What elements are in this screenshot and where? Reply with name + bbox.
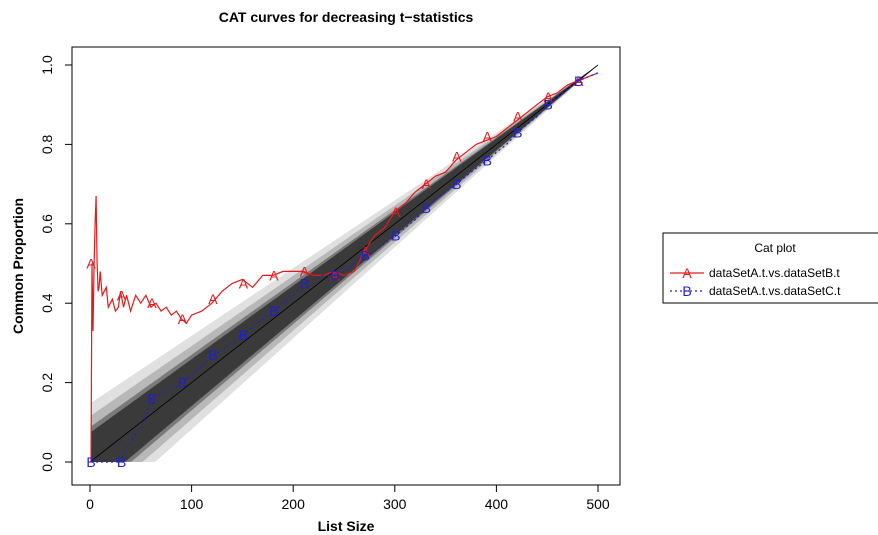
series-marker-B: B: [269, 303, 278, 319]
x-axis-label: List Size: [318, 518, 375, 534]
series-marker-B: B: [574, 73, 583, 89]
series-marker-B: B: [544, 97, 553, 113]
series-marker-A: A: [483, 128, 493, 144]
series-marker-B: B: [178, 375, 187, 391]
series-marker-B: B: [391, 228, 400, 244]
series-marker-A: A: [513, 109, 523, 125]
series-marker-B: B: [208, 347, 217, 363]
series-marker-A: A: [147, 295, 157, 311]
series-marker-A: A: [544, 89, 554, 105]
y-tick-label: 1.0: [39, 55, 55, 75]
series-marker-A: A: [452, 148, 462, 164]
series-marker-B: B: [361, 248, 370, 264]
x-tick-label: 300: [383, 496, 407, 512]
series-marker-A: A: [361, 244, 371, 260]
series-marker-A: A: [300, 263, 310, 279]
legend-label-B: dataSetA.t.vs.dataSetC.t: [709, 284, 841, 298]
series-marker-A: A: [422, 176, 432, 192]
x-tick-label: 100: [180, 496, 204, 512]
y-tick-label: 0.0: [39, 452, 55, 472]
series-B: B B B B B B B B B B B B B B B B B: [86, 72, 599, 470]
legend-title: Cat plot: [754, 241, 796, 255]
series-marker-B: B: [117, 454, 126, 470]
series-marker-B: B: [513, 124, 522, 140]
series-marker-A: A: [178, 311, 188, 327]
series-line-A: [90, 72, 599, 463]
series-marker-A: A: [391, 204, 401, 220]
series-marker-A: A: [86, 256, 96, 272]
x-tick-label: 0: [86, 496, 94, 512]
series-marker-B: B: [239, 327, 248, 343]
x-axis: 0 100 200 300 400 500: [86, 484, 610, 512]
series-marker-A: A: [117, 287, 127, 303]
x-tick-label: 500: [586, 496, 610, 512]
legend-marker-B: B: [682, 283, 691, 299]
x-tick-label: 200: [282, 496, 306, 512]
chart-title: CAT curves for decreasing t−statistics: [219, 9, 474, 25]
legend-marker-A: A: [682, 265, 692, 281]
series-marker-B: B: [452, 176, 461, 192]
reference-line-layer: [89, 64, 599, 463]
series-marker-B: B: [147, 390, 156, 406]
series-marker-B: B: [422, 200, 431, 216]
series-marker-A: A: [269, 267, 279, 283]
y-tick-label: 0.4: [39, 293, 55, 313]
series-marker-A: A: [330, 267, 340, 283]
legend-label-A: dataSetA.t.vs.dataSetB.t: [709, 266, 840, 280]
series-marker-A: A: [239, 275, 249, 291]
y-axis-label: Common Proportion: [10, 198, 26, 334]
series-marker-B: B: [483, 152, 492, 168]
y-tick-label: 0.6: [39, 214, 55, 234]
series-marker-B: B: [330, 267, 339, 283]
y-tick-label: 0.8: [39, 134, 55, 154]
y-tick-label: 0.2: [39, 373, 55, 393]
reference-diagonal-line: [89, 64, 599, 463]
y-axis: 0.0 0.2 0.4 0.6 0.8 1.0: [39, 55, 73, 472]
series-marker-B: B: [86, 454, 95, 470]
legend-box: [662, 232, 878, 304]
x-tick-label: 400: [485, 496, 509, 512]
series-marker-B: B: [300, 275, 309, 291]
series-marker-A: A: [208, 291, 218, 307]
